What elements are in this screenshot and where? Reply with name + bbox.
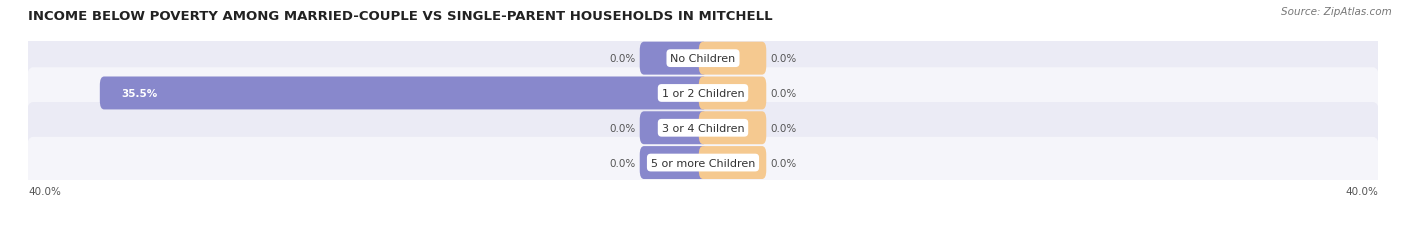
FancyBboxPatch shape [640,146,707,179]
FancyBboxPatch shape [699,77,766,110]
Text: 40.0%: 40.0% [1346,186,1378,196]
FancyBboxPatch shape [27,33,1379,85]
Text: 40.0%: 40.0% [28,186,60,196]
Text: 0.0%: 0.0% [770,123,797,133]
FancyBboxPatch shape [27,68,1379,119]
Text: 5 or more Children: 5 or more Children [651,158,755,168]
Text: Source: ZipAtlas.com: Source: ZipAtlas.com [1281,7,1392,17]
Text: 0.0%: 0.0% [609,123,636,133]
Text: 0.0%: 0.0% [770,158,797,168]
Text: INCOME BELOW POVERTY AMONG MARRIED-COUPLE VS SINGLE-PARENT HOUSEHOLDS IN MITCHEL: INCOME BELOW POVERTY AMONG MARRIED-COUPL… [28,9,773,23]
Text: 0.0%: 0.0% [609,54,636,64]
Text: 0.0%: 0.0% [770,88,797,99]
FancyBboxPatch shape [640,112,707,145]
Text: 1 or 2 Children: 1 or 2 Children [662,88,744,99]
FancyBboxPatch shape [699,43,766,75]
Text: No Children: No Children [671,54,735,64]
FancyBboxPatch shape [640,43,707,75]
Text: 0.0%: 0.0% [609,158,636,168]
Text: 35.5%: 35.5% [121,88,157,99]
FancyBboxPatch shape [27,137,1379,188]
Text: 0.0%: 0.0% [770,54,797,64]
FancyBboxPatch shape [27,103,1379,154]
FancyBboxPatch shape [699,146,766,179]
Text: 3 or 4 Children: 3 or 4 Children [662,123,744,133]
FancyBboxPatch shape [100,77,707,110]
FancyBboxPatch shape [699,112,766,145]
